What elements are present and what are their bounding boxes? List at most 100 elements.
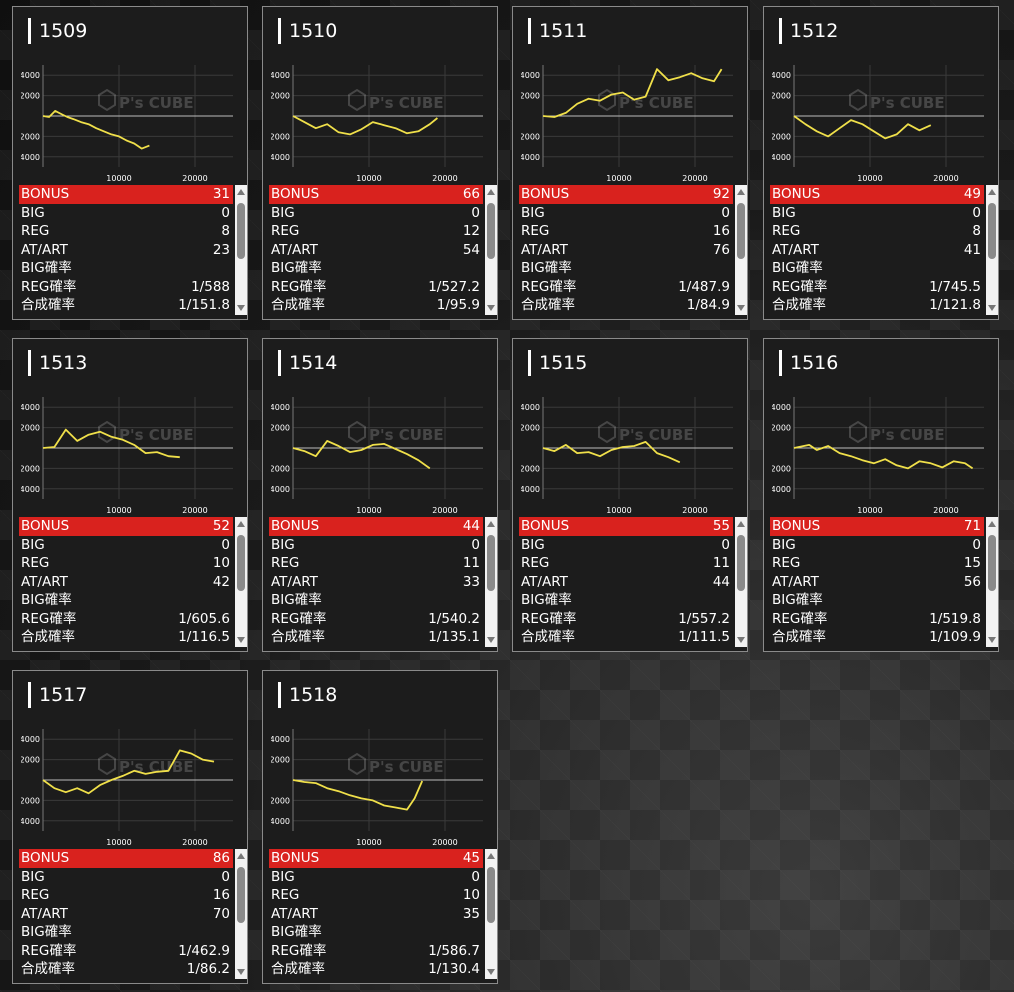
stats-value: 1/109.9 xyxy=(929,629,981,645)
stats-row-reg: REG 8 xyxy=(770,222,984,241)
watermark-logo: P's CUBE xyxy=(598,420,694,444)
stats-row-big: BIG 0 xyxy=(770,204,984,223)
stats-value: 1/151.8 xyxy=(178,297,230,313)
machine-card[interactable]: 1513 P's CUBE 4000 2000 -2000 -4000 10000 20000… xyxy=(12,338,248,652)
scroll-thumb[interactable] xyxy=(237,203,245,259)
stats-row-reg: REG 11 xyxy=(519,554,733,573)
scroll-down-icon[interactable] xyxy=(487,969,495,975)
scroll-up-icon[interactable] xyxy=(487,853,495,859)
machine-card[interactable]: 1514 P's CUBE 4000 2000 -2000 -4000 10000 20000… xyxy=(262,338,498,652)
scroll-down-icon[interactable] xyxy=(737,305,745,311)
machine-card[interactable]: 1516 P's CUBE 4000 2000 -2000 -4000 10000 20000… xyxy=(763,338,999,652)
stats-value: 0 xyxy=(471,868,480,885)
scroll-up-icon[interactable] xyxy=(988,521,996,527)
scroll-down-icon[interactable] xyxy=(487,637,495,643)
y-tick-label: 4000 xyxy=(21,71,40,80)
stats-label: REG確率 xyxy=(271,942,327,959)
stats-label: BONUS xyxy=(21,186,70,202)
scroll-thumb[interactable] xyxy=(237,535,245,591)
scroll-down-icon[interactable] xyxy=(988,637,996,643)
scroll-thumb[interactable] xyxy=(237,867,245,923)
scroll-down-icon[interactable] xyxy=(237,969,245,975)
machine-card[interactable]: 1517 P's CUBE 4000 2000 -2000 -4000 10000 20000… xyxy=(12,670,248,984)
stats-value: 44 xyxy=(462,518,480,534)
scrollbar[interactable] xyxy=(235,849,247,979)
y-tick-label: 4000 xyxy=(271,403,290,412)
scroll-up-icon[interactable] xyxy=(487,521,495,527)
stats-row-bonus: BONUS 92 xyxy=(519,185,733,204)
scroll-thumb[interactable] xyxy=(487,535,495,591)
scroll-down-icon[interactable] xyxy=(487,305,495,311)
scroll-down-icon[interactable] xyxy=(237,305,245,311)
stats-label: AT/ART xyxy=(772,241,819,258)
stats-value: 0 xyxy=(471,204,480,221)
stats-value: 86 xyxy=(212,850,230,866)
stats-row-reg-rate: REG確率 1/487.9 xyxy=(519,278,733,297)
machine-card[interactable]: 1515 P's CUBE 4000 2000 -2000 -4000 10000 20000… xyxy=(512,338,748,652)
stats-label: BONUS xyxy=(21,518,70,534)
stats-value: 92 xyxy=(712,186,730,202)
scrollbar[interactable] xyxy=(735,185,747,315)
stats-value: 1/557.2 xyxy=(678,610,730,627)
scroll-up-icon[interactable] xyxy=(737,521,745,527)
stats-label: REG xyxy=(521,223,550,239)
scrollbar[interactable] xyxy=(485,517,497,647)
stats-label: REG確率 xyxy=(21,942,77,959)
scroll-down-icon[interactable] xyxy=(988,305,996,311)
machine-card[interactable]: 1512 P's CUBE 4000 2000 -2000 -4000 10000 20000… xyxy=(763,6,999,320)
scroll-up-icon[interactable] xyxy=(237,853,245,859)
stats-label: REG確率 xyxy=(271,610,327,627)
scroll-thumb[interactable] xyxy=(737,535,745,591)
stats-value: 16 xyxy=(712,223,730,239)
machine-card[interactable]: 1518 P's CUBE 4000 2000 -2000 -4000 10000 20000… xyxy=(262,670,498,984)
scrollbar[interactable] xyxy=(485,849,497,979)
y-tick-label: 4000 xyxy=(521,71,540,80)
stats-row-big-rate: BIG確率 xyxy=(19,591,233,610)
stats-label: BIG確率 xyxy=(772,260,823,276)
stats-row-big-rate: BIG確率 xyxy=(770,259,984,278)
scroll-up-icon[interactable] xyxy=(988,189,996,195)
stats-row-reg-rate: REG確率 1/519.8 xyxy=(770,610,984,629)
scroll-up-icon[interactable] xyxy=(237,521,245,527)
slump-line xyxy=(292,115,438,136)
stats-row-big-rate: BIG確率 xyxy=(519,591,733,610)
watermark-logo: P's CUBE xyxy=(849,88,945,112)
machine-number: 1518 xyxy=(278,682,337,708)
scroll-thumb[interactable] xyxy=(988,203,996,259)
stats-value: 8 xyxy=(221,223,230,239)
slump-line xyxy=(793,444,974,470)
stats-row-reg: REG 8 xyxy=(19,222,233,241)
scrollbar[interactable] xyxy=(235,185,247,315)
x-tick-label: 20000 xyxy=(432,838,457,847)
scroll-down-icon[interactable] xyxy=(237,637,245,643)
slump-line xyxy=(42,110,150,150)
scrollbar[interactable] xyxy=(485,185,497,315)
stats-label: 合成確率 xyxy=(21,297,75,313)
scroll-thumb[interactable] xyxy=(988,535,996,591)
machine-card[interactable]: 1510 P's CUBE 4000 2000 -2000 -4000 10000 20000… xyxy=(262,6,498,320)
stats-row-at-art: AT/ART 54 xyxy=(269,241,483,260)
stats-label: AT/ART xyxy=(772,573,819,590)
scrollbar[interactable] xyxy=(986,185,998,315)
scroll-thumb[interactable] xyxy=(487,867,495,923)
scrollbar[interactable] xyxy=(986,517,998,647)
scroll-up-icon[interactable] xyxy=(237,189,245,195)
stats-label: BIG xyxy=(521,204,545,221)
scroll-up-icon[interactable] xyxy=(487,189,495,195)
stats-value: 33 xyxy=(462,573,480,590)
stats-label: BONUS xyxy=(521,518,570,534)
scroll-thumb[interactable] xyxy=(487,203,495,259)
machine-card[interactable]: 1509 P's CUBE 4000 2000 -2000 -4000 10000 20000… xyxy=(12,6,248,320)
stats-value: 1/605.6 xyxy=(178,610,230,627)
stats-table: BONUS 44 BIG 0 REG 11 AT/ART 33 BIG確率 REG確率 1/540.… xyxy=(269,517,483,647)
scroll-thumb[interactable] xyxy=(737,203,745,259)
scroll-down-icon[interactable] xyxy=(737,637,745,643)
watermark-logo: P's CUBE xyxy=(348,420,444,444)
scrollbar[interactable] xyxy=(235,517,247,647)
scroll-up-icon[interactable] xyxy=(737,189,745,195)
scrollbar[interactable] xyxy=(735,517,747,647)
stats-row-combined-rate: 合成確率 1/130.4 xyxy=(269,960,483,979)
